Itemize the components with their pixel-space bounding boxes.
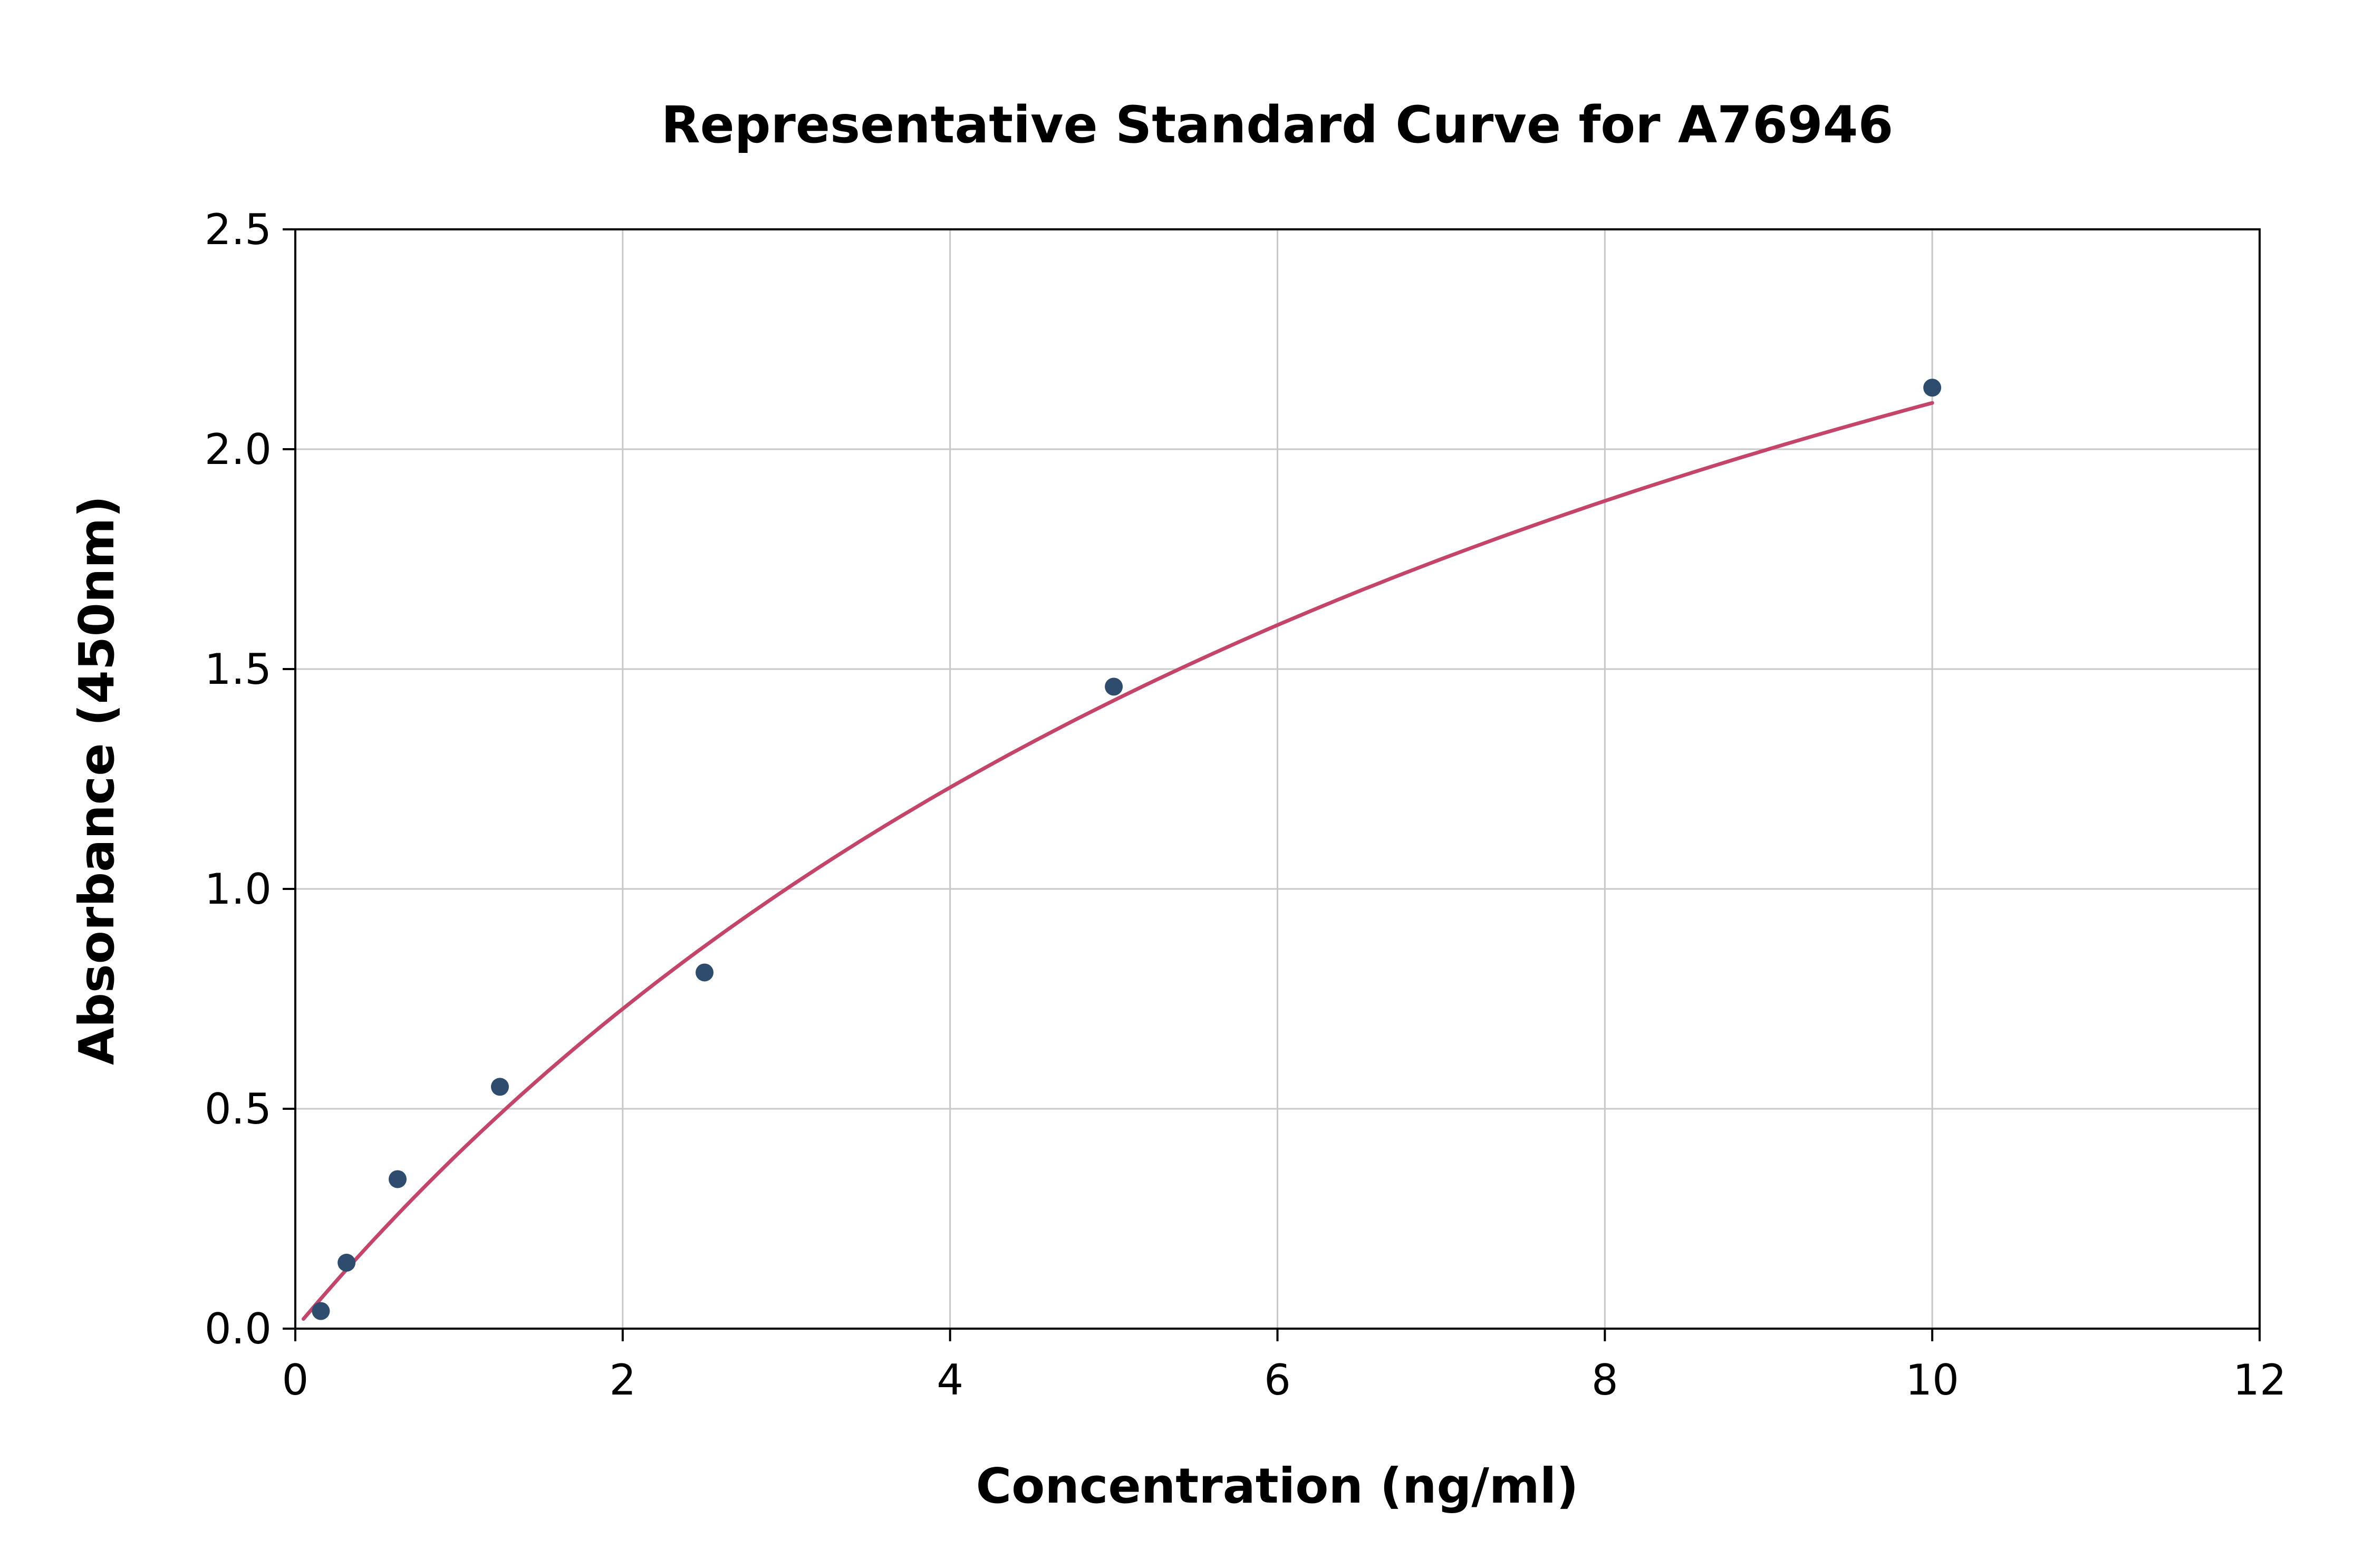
data-point: [696, 963, 714, 982]
y-tick-label: 0.0: [205, 1304, 272, 1353]
tick-layer: 0 2 4 6 8 10 12 0.0 0.5 1.0 1.5 2.0 2.5: [205, 205, 2287, 1405]
x-tick-label: 4: [937, 1356, 963, 1405]
y-tick-label: 1.0: [205, 865, 272, 914]
grid-layer: [294, 228, 2261, 1330]
chart-title: Representative Standard Curve for A76946: [661, 95, 1894, 154]
y-axis-label: Absorbance (450nm): [69, 496, 125, 1065]
data-point: [1923, 379, 1942, 397]
data-point: [337, 1253, 356, 1272]
x-tick-label: 2: [609, 1356, 636, 1405]
x-tick-label: 12: [2233, 1356, 2287, 1405]
x-tick-label: 6: [1264, 1356, 1291, 1405]
y-tick-label: 2.5: [205, 205, 272, 254]
data-point: [389, 1170, 407, 1188]
y-tick-label: 0.5: [205, 1085, 272, 1134]
data-point: [491, 1078, 509, 1096]
x-tick-label: 10: [1905, 1356, 1959, 1405]
y-tick-label: 2.0: [205, 425, 272, 474]
x-tick-label: 0: [282, 1356, 309, 1405]
x-axis-label: Concentration (ng/ml): [976, 1458, 1579, 1514]
x-tick-label: 8: [1591, 1356, 1618, 1405]
y-tick-label: 1.5: [205, 645, 272, 694]
data-point: [1105, 677, 1123, 696]
data-point: [312, 1302, 330, 1320]
fit-curve: [302, 401, 1934, 1321]
